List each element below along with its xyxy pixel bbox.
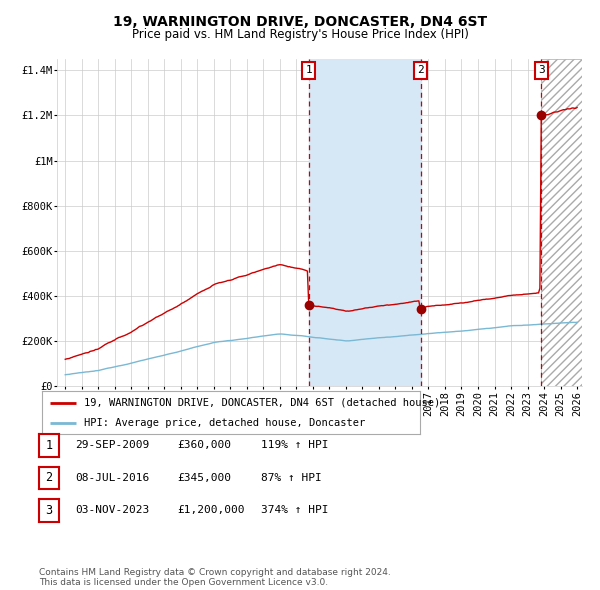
Text: £360,000: £360,000	[177, 441, 231, 450]
Text: 19, WARNINGTON DRIVE, DONCASTER, DN4 6ST (detached house): 19, WARNINGTON DRIVE, DONCASTER, DN4 6ST…	[83, 398, 440, 408]
Text: 1: 1	[46, 439, 52, 452]
Text: 3: 3	[46, 504, 52, 517]
Text: £1,200,000: £1,200,000	[177, 506, 245, 515]
Text: 08-JUL-2016: 08-JUL-2016	[75, 473, 149, 483]
Text: 03-NOV-2023: 03-NOV-2023	[75, 506, 149, 515]
Text: 2: 2	[417, 65, 424, 76]
Text: Price paid vs. HM Land Registry's House Price Index (HPI): Price paid vs. HM Land Registry's House …	[131, 28, 469, 41]
Bar	[309, 59, 421, 386]
Text: £345,000: £345,000	[177, 473, 231, 483]
Bar	[541, 59, 582, 386]
Text: 3: 3	[538, 65, 545, 76]
Bar	[541, 59, 582, 386]
Text: 374% ↑ HPI: 374% ↑ HPI	[261, 506, 329, 515]
Text: 2: 2	[46, 471, 52, 484]
Text: HPI: Average price, detached house, Doncaster: HPI: Average price, detached house, Donc…	[83, 418, 365, 428]
Text: 19, WARNINGTON DRIVE, DONCASTER, DN4 6ST: 19, WARNINGTON DRIVE, DONCASTER, DN4 6ST	[113, 15, 487, 29]
Text: 119% ↑ HPI: 119% ↑ HPI	[261, 441, 329, 450]
Text: 29-SEP-2009: 29-SEP-2009	[75, 441, 149, 450]
Text: Contains HM Land Registry data © Crown copyright and database right 2024.
This d: Contains HM Land Registry data © Crown c…	[39, 568, 391, 587]
Text: 87% ↑ HPI: 87% ↑ HPI	[261, 473, 322, 483]
Text: 1: 1	[305, 65, 312, 76]
